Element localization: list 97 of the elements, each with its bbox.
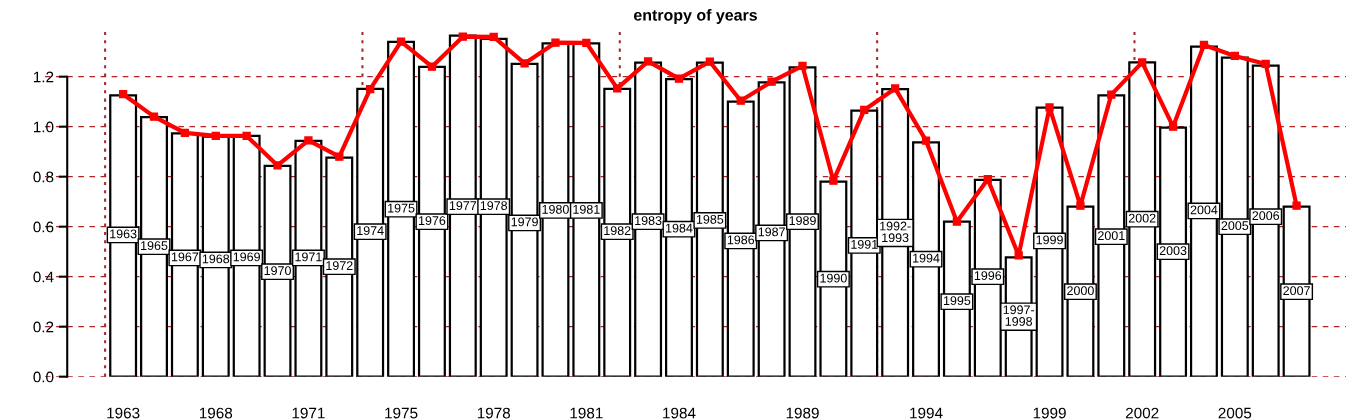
point <box>304 136 313 145</box>
annotation: 1986 <box>727 235 755 245</box>
annotation: 1971 <box>295 252 322 262</box>
y-tick-label: 0.4 <box>33 271 54 283</box>
point <box>396 37 406 46</box>
point <box>520 59 529 68</box>
point <box>952 217 962 226</box>
point <box>1199 40 1209 50</box>
annotation: 1968 <box>202 254 230 264</box>
annotation: 1994 <box>913 253 940 263</box>
annotation: 1975 <box>388 203 415 213</box>
annotation: 2002 <box>1128 213 1156 223</box>
point <box>1045 103 1054 112</box>
annotation: 1969 <box>233 252 260 262</box>
point <box>335 152 344 161</box>
point <box>1138 58 1147 67</box>
annotation: 1972 <box>326 261 353 271</box>
annotation: 1985 <box>696 214 724 224</box>
chart-title: entropy of years <box>633 8 757 24</box>
point <box>1014 251 1023 260</box>
annotation: 1989 <box>789 216 816 226</box>
point <box>1107 90 1116 99</box>
point <box>1076 201 1085 210</box>
point <box>613 84 622 93</box>
point <box>273 161 282 170</box>
point <box>458 32 467 41</box>
x-tick-label: 1978 <box>477 407 511 419</box>
point <box>582 38 591 48</box>
x-tick-label: 2002 <box>1125 407 1159 419</box>
annotation: 1970 <box>264 266 291 276</box>
annotation: 2004 <box>1190 205 1218 215</box>
x-tick-label: 1981 <box>570 407 603 419</box>
annotation: 2005 <box>1221 221 1249 231</box>
point <box>551 38 560 47</box>
point <box>983 175 992 184</box>
y-tick-label: 0.2 <box>33 321 54 333</box>
point <box>489 32 498 42</box>
point <box>705 57 715 66</box>
annotation: 1963 <box>110 229 137 239</box>
point <box>1292 201 1301 210</box>
annotation: 1981 <box>573 204 600 214</box>
annotation: 2000 <box>1067 286 1094 296</box>
annotation: 2007 <box>1283 286 1310 296</box>
point <box>736 96 745 105</box>
point <box>674 74 684 83</box>
point <box>242 131 251 141</box>
point <box>1261 59 1270 69</box>
point <box>798 61 807 71</box>
annotation: 1980 <box>542 204 569 214</box>
point <box>860 105 869 115</box>
annotation: 1979 <box>511 217 538 227</box>
point <box>118 90 128 99</box>
y-tick-label: 0.8 <box>33 171 54 183</box>
annotation: 1996 <box>974 271 1002 281</box>
annotation: 1987 <box>758 227 785 237</box>
annotation: 1984 <box>666 223 693 233</box>
annotation: 1992-1993 <box>880 221 911 243</box>
point <box>921 136 931 145</box>
annotation: 1976 <box>418 216 446 226</box>
annotation: 1999 <box>1036 235 1063 245</box>
annotation: 1997-1998 <box>1003 305 1035 326</box>
x-tick-label: 2005 <box>1218 407 1252 419</box>
annotation: 2006 <box>1252 211 1280 221</box>
annotation: 1967 <box>171 252 199 262</box>
annotation: 1978 <box>480 201 508 211</box>
point <box>366 85 375 94</box>
annotation: 1965 <box>141 241 168 251</box>
annotation: 1995 <box>943 296 971 306</box>
y-tick-label: 0.0 <box>33 371 54 383</box>
point <box>890 84 900 93</box>
point <box>427 62 437 71</box>
annotation: 2003 <box>1159 246 1187 256</box>
annotation: 1974 <box>357 226 384 236</box>
x-tick-label: 1963 <box>107 407 140 419</box>
x-tick-label: 1975 <box>385 407 418 419</box>
point <box>829 176 838 185</box>
annotation: 1977 <box>449 201 477 211</box>
annotation: 1990 <box>820 273 847 283</box>
point <box>180 128 190 138</box>
y-tick-label: 0.6 <box>33 221 54 233</box>
x-tick-label: 1994 <box>910 407 943 419</box>
annotation: 1983 <box>635 216 662 226</box>
y-tick-label: 1.0 <box>33 121 54 133</box>
point <box>1230 51 1239 61</box>
annotation: 2001 <box>1098 231 1125 241</box>
point <box>643 57 653 66</box>
point <box>1168 122 1178 131</box>
x-tick-label: 1968 <box>199 407 233 419</box>
x-tick-label: 1999 <box>1033 407 1066 419</box>
point <box>211 131 220 141</box>
annotation: 1982 <box>604 226 631 236</box>
x-tick-label: 1984 <box>663 407 696 419</box>
x-tick-label: 1971 <box>292 407 325 419</box>
y-tick-label: 1.2 <box>33 71 54 83</box>
point <box>767 77 776 86</box>
x-tick-label: 1989 <box>786 407 819 419</box>
point <box>149 112 159 121</box>
